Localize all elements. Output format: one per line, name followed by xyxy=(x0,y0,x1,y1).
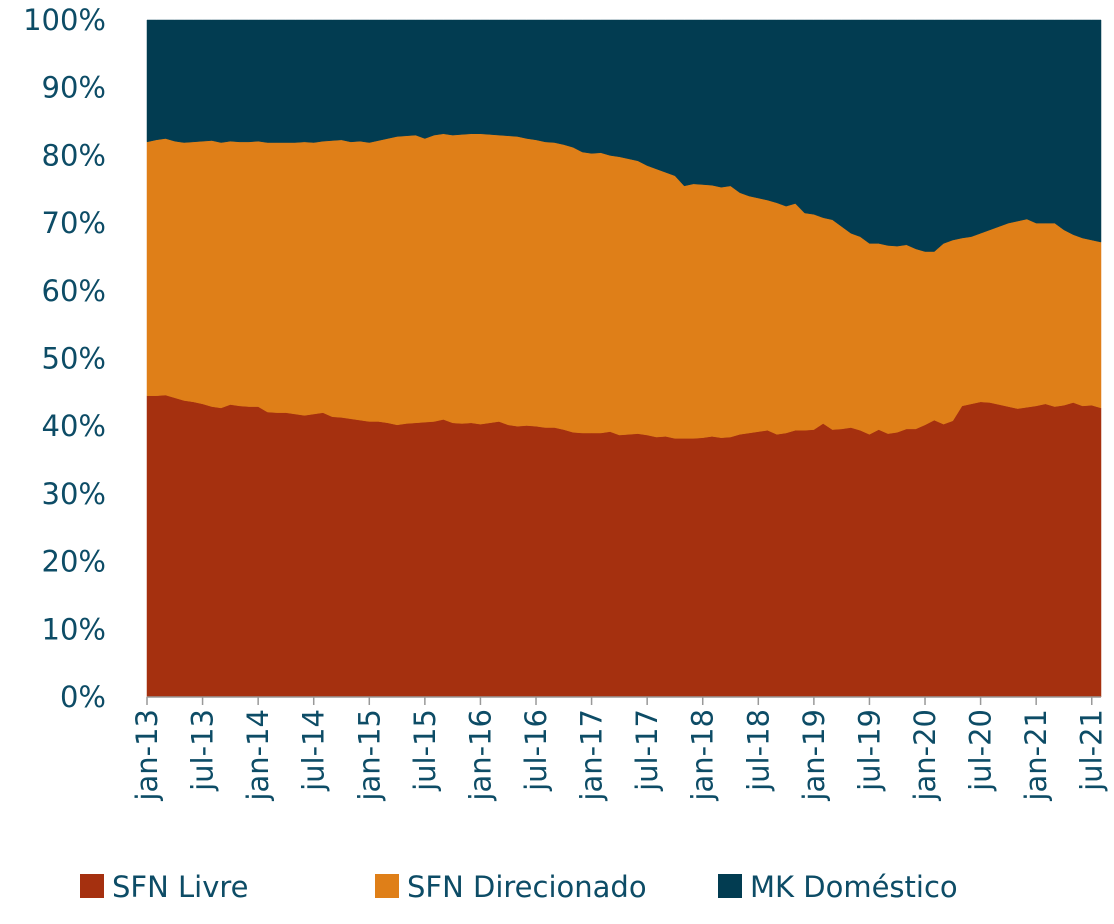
y-tick-label: 50% xyxy=(42,342,106,376)
y-tick-label: 90% xyxy=(42,71,106,105)
x-tick-label: jan-16 xyxy=(463,709,497,802)
x-tick-label: jan-14 xyxy=(241,709,275,802)
y-tick-label: 80% xyxy=(42,138,106,172)
area xyxy=(146,19,1102,252)
legend-label: MK Doméstico xyxy=(750,870,958,904)
x-tick-label: jul-17 xyxy=(630,709,664,792)
legend-swatch xyxy=(718,874,742,898)
x-tick-label: jan-15 xyxy=(352,709,386,802)
legend-swatch xyxy=(375,874,399,898)
x-tick-label: jan-19 xyxy=(797,709,831,802)
legend-label: SFN Direcionado xyxy=(407,870,647,904)
y-tick-label: 20% xyxy=(42,545,106,579)
x-tick-label: jan-13 xyxy=(130,709,164,802)
x-tick-label: jan-18 xyxy=(686,709,720,802)
x-tick-label: jul-21 xyxy=(1075,709,1109,792)
x-tick-label: jan-20 xyxy=(908,709,942,802)
legend-label: SFN Livre xyxy=(112,870,249,904)
y-tick-label: 10% xyxy=(42,612,106,646)
x-tick-label: jan-21 xyxy=(1019,709,1053,802)
x-tick-label: jul-13 xyxy=(186,709,220,792)
x-tick-label: jul-14 xyxy=(297,709,331,792)
x-tick-label: jan-17 xyxy=(575,709,609,802)
y-tick-label: 40% xyxy=(42,409,106,443)
y-tick-label: 0% xyxy=(60,680,106,714)
x-tick-label: jul-20 xyxy=(964,709,998,792)
x-tick-label: jul-15 xyxy=(408,709,442,792)
y-tick-label: 30% xyxy=(42,477,106,511)
legend-swatch xyxy=(80,874,104,898)
x-tick-label: jul-18 xyxy=(741,709,775,792)
x-tick-label: jul-19 xyxy=(852,709,886,792)
y-tick-label: 70% xyxy=(42,206,106,240)
area xyxy=(146,394,1102,698)
x-tick-label: jul-16 xyxy=(519,709,553,792)
y-tick-label: 60% xyxy=(42,274,106,308)
y-tick-label: 100% xyxy=(23,3,106,37)
